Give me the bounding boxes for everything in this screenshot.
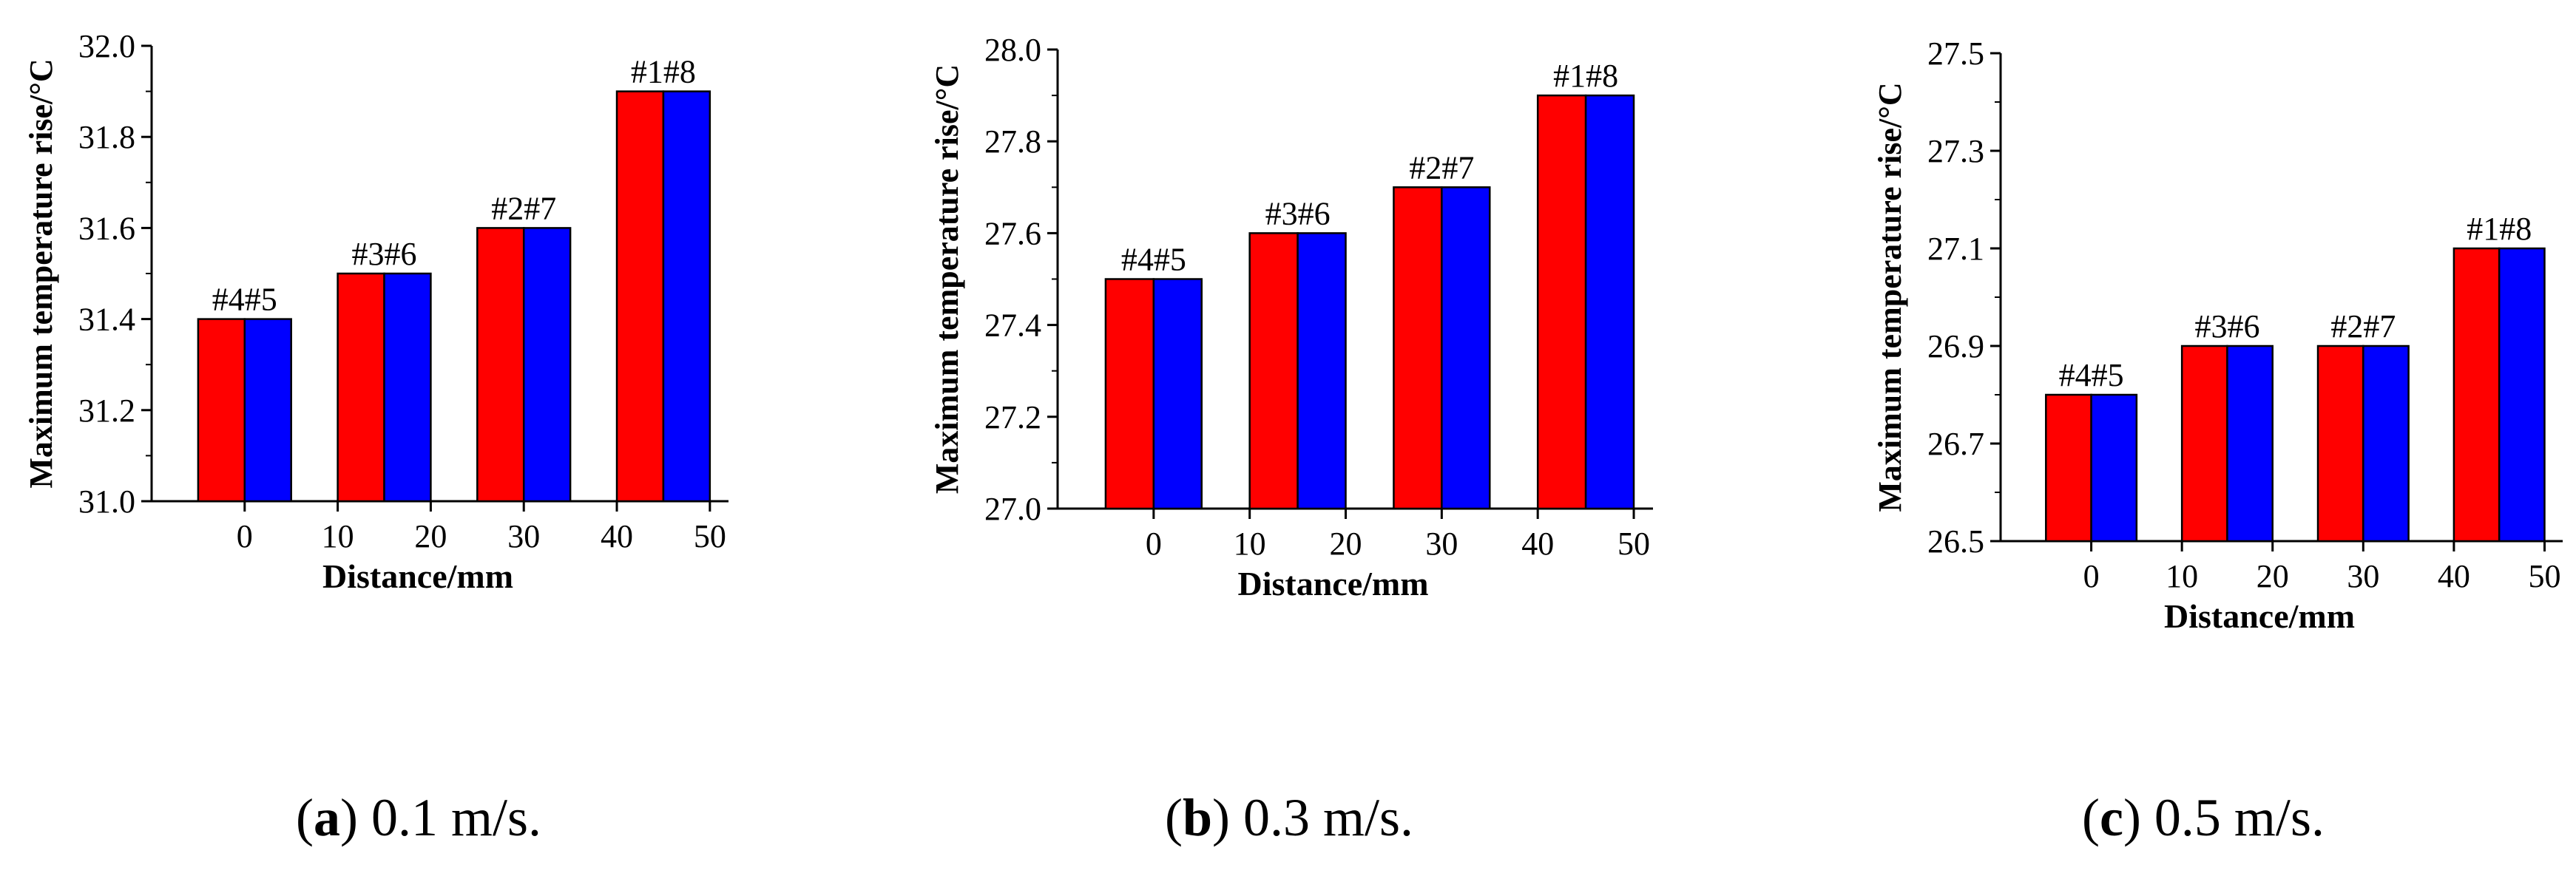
bar-red bbox=[337, 272, 385, 503]
bar-red bbox=[1104, 278, 1155, 510]
x-tick-label: 0 bbox=[1146, 526, 1162, 562]
x-tick-label: 10 bbox=[1234, 526, 1266, 562]
x-tick-label: 50 bbox=[2528, 558, 2560, 594]
y-tick-label: 26.9 bbox=[1927, 328, 1984, 364]
bar-red bbox=[1393, 186, 1443, 510]
bar-label: #3#6 bbox=[2194, 308, 2259, 344]
y-tick-label: 27.3 bbox=[1927, 133, 1984, 169]
bar-label: #3#6 bbox=[352, 236, 417, 272]
y-tick-label: 27.5 bbox=[1927, 35, 1984, 72]
x-tick-label: 0 bbox=[2083, 558, 2100, 594]
y-tick-label: 28.0 bbox=[984, 32, 1041, 68]
y-tick-label: 31.8 bbox=[78, 119, 135, 155]
x-tick-label: 10 bbox=[322, 518, 354, 554]
bar-red bbox=[615, 90, 665, 503]
bar-blue bbox=[1297, 232, 1347, 510]
bar-label: #3#6 bbox=[1265, 195, 1331, 231]
x-tick-label: 50 bbox=[1617, 526, 1650, 562]
y-tick-label: 27.6 bbox=[984, 215, 1041, 251]
x-axis-title: Distance/mm bbox=[322, 557, 513, 595]
y-tick-label: 27.4 bbox=[984, 308, 1041, 344]
y-tick-label: 27.2 bbox=[984, 399, 1041, 435]
x-tick-label: 50 bbox=[694, 518, 726, 554]
bar-blue bbox=[522, 227, 572, 503]
bar-blue bbox=[2362, 344, 2410, 543]
y-tick-label: 26.7 bbox=[1927, 426, 1984, 462]
x-tick-label: 20 bbox=[414, 518, 447, 554]
x-tick-label: 10 bbox=[2166, 558, 2198, 594]
x-axis-title: Distance/mm bbox=[1237, 565, 1428, 602]
y-axis-title: Maximum temperature rise/°C bbox=[929, 64, 965, 494]
bar-red bbox=[197, 318, 246, 503]
y-tick-label: 26.5 bbox=[1927, 523, 1984, 560]
bar-blue bbox=[2090, 393, 2138, 543]
y-tick-label: 31.6 bbox=[78, 210, 135, 246]
x-tick-label: 20 bbox=[2256, 558, 2289, 594]
bar-label: #2#7 bbox=[1409, 149, 1474, 186]
bar-label: #2#7 bbox=[2330, 308, 2396, 344]
bar-red bbox=[476, 227, 525, 503]
y-tick-label: 31.2 bbox=[78, 393, 135, 429]
y-axis-title: Maximum temperature rise/°C bbox=[1872, 82, 1908, 512]
y-tick-label: 27.0 bbox=[984, 491, 1041, 527]
bar-blue bbox=[1441, 186, 1491, 510]
y-tick-label: 27.8 bbox=[984, 123, 1041, 160]
bar-blue bbox=[383, 272, 432, 503]
y-tick-label: 31.0 bbox=[78, 483, 135, 520]
bar-blue bbox=[1152, 278, 1203, 510]
bar-blue bbox=[2226, 344, 2274, 543]
bar-label: #4#5 bbox=[1121, 242, 1186, 278]
bar-label: #2#7 bbox=[491, 190, 556, 226]
x-tick-label: 40 bbox=[2438, 558, 2470, 594]
x-tick-label: 40 bbox=[1521, 526, 1554, 562]
x-tick-label: 30 bbox=[1425, 526, 1458, 562]
bar-red bbox=[1536, 94, 1587, 510]
x-axis-title: Distance/mm bbox=[2164, 597, 2355, 635]
bar-red bbox=[2316, 344, 2364, 543]
bar-red bbox=[1248, 232, 1299, 510]
bar-blue bbox=[2498, 247, 2546, 543]
caption-a: (a) 0.1 m/s. bbox=[296, 788, 541, 847]
x-tick-label: 40 bbox=[601, 518, 633, 554]
x-tick-label: 20 bbox=[1330, 526, 1362, 562]
y-axis-title: Maximum temperature rise/°C bbox=[23, 58, 59, 488]
bar-label: #4#5 bbox=[2059, 357, 2124, 393]
bar-label: #4#5 bbox=[212, 282, 277, 318]
y-tick-label: 31.4 bbox=[78, 302, 135, 338]
y-tick-label: 27.1 bbox=[1927, 231, 1984, 267]
x-tick-label: 30 bbox=[507, 518, 540, 554]
bar-blue bbox=[243, 318, 292, 503]
x-tick-label: 0 bbox=[237, 518, 253, 554]
x-tick-label: 30 bbox=[2347, 558, 2379, 594]
y-tick-label: 32.0 bbox=[78, 28, 135, 64]
bar-red bbox=[2452, 247, 2501, 543]
bar-red bbox=[2045, 393, 2092, 543]
bar-label: #1#8 bbox=[2467, 211, 2532, 247]
bar-label: #1#8 bbox=[631, 54, 696, 90]
caption-b: (b) 0.3 m/s. bbox=[1165, 788, 1414, 847]
bar-red bbox=[2180, 344, 2228, 543]
bar-blue bbox=[1584, 94, 1635, 510]
bar-label: #1#8 bbox=[1553, 58, 1618, 94]
bar-blue bbox=[662, 90, 711, 503]
caption-c: (c) 0.5 m/s. bbox=[2082, 788, 2325, 847]
